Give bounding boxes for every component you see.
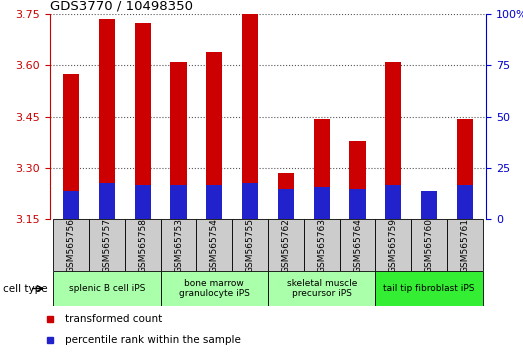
Bar bbox=[421, 197, 437, 219]
Bar bbox=[421, 191, 437, 219]
Text: skeletal muscle
precursor iPS: skeletal muscle precursor iPS bbox=[287, 279, 357, 298]
Bar bbox=[99, 183, 115, 219]
Text: GSM565761: GSM565761 bbox=[460, 218, 470, 273]
Text: GSM565756: GSM565756 bbox=[66, 218, 76, 273]
Text: tail tip fibroblast iPS: tail tip fibroblast iPS bbox=[383, 284, 475, 293]
Bar bbox=[457, 119, 473, 219]
Bar bbox=[376, 271, 483, 306]
Bar bbox=[135, 23, 151, 219]
Text: percentile rank within the sample: percentile rank within the sample bbox=[65, 335, 241, 345]
Bar bbox=[339, 219, 376, 271]
Text: bone marrow
granulocyte iPS: bone marrow granulocyte iPS bbox=[179, 279, 250, 298]
Text: GSM565757: GSM565757 bbox=[103, 218, 111, 273]
Text: GSM565758: GSM565758 bbox=[138, 218, 147, 273]
Text: GSM565763: GSM565763 bbox=[317, 218, 326, 273]
Text: GSM565759: GSM565759 bbox=[389, 218, 398, 273]
Text: GSM565764: GSM565764 bbox=[353, 218, 362, 273]
Bar bbox=[242, 14, 258, 219]
Bar bbox=[161, 271, 268, 306]
Bar bbox=[314, 119, 330, 219]
Bar bbox=[170, 62, 187, 219]
Bar bbox=[63, 191, 79, 219]
Bar bbox=[53, 271, 161, 306]
Text: GSM565762: GSM565762 bbox=[281, 218, 290, 273]
Bar bbox=[63, 74, 79, 219]
Text: cell type: cell type bbox=[3, 284, 47, 293]
Bar bbox=[411, 219, 447, 271]
Text: splenic B cell iPS: splenic B cell iPS bbox=[69, 284, 145, 293]
Text: GSM565753: GSM565753 bbox=[174, 218, 183, 273]
Text: GSM565760: GSM565760 bbox=[425, 218, 434, 273]
Bar bbox=[385, 62, 401, 219]
Bar bbox=[278, 173, 294, 219]
Text: transformed count: transformed count bbox=[65, 314, 162, 324]
Bar bbox=[161, 219, 197, 271]
Bar bbox=[268, 271, 376, 306]
Bar bbox=[206, 184, 222, 219]
Bar bbox=[53, 219, 89, 271]
Text: GSM565755: GSM565755 bbox=[246, 218, 255, 273]
Bar bbox=[206, 52, 222, 219]
Bar bbox=[197, 219, 232, 271]
Bar bbox=[89, 219, 125, 271]
Text: GDS3770 / 10498350: GDS3770 / 10498350 bbox=[50, 0, 192, 13]
Bar bbox=[232, 219, 268, 271]
Bar bbox=[314, 187, 330, 219]
Text: GSM565754: GSM565754 bbox=[210, 218, 219, 273]
Bar bbox=[99, 19, 115, 219]
Bar bbox=[170, 184, 187, 219]
Bar bbox=[385, 184, 401, 219]
Bar bbox=[457, 184, 473, 219]
Bar bbox=[242, 183, 258, 219]
Bar bbox=[447, 219, 483, 271]
Bar bbox=[135, 184, 151, 219]
Bar bbox=[278, 189, 294, 219]
Bar bbox=[268, 219, 304, 271]
Bar bbox=[376, 219, 411, 271]
Bar bbox=[304, 219, 339, 271]
Bar bbox=[125, 219, 161, 271]
Bar bbox=[349, 189, 366, 219]
Bar bbox=[349, 141, 366, 219]
